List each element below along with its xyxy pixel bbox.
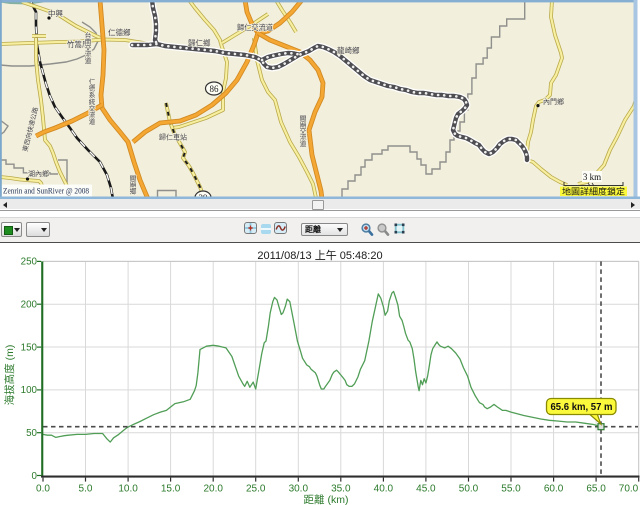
svg-text:交: 交 [85, 43, 92, 52]
svg-text:交: 交 [89, 103, 96, 112]
svg-text:55.0: 55.0 [501, 484, 521, 495]
svg-text:3 km: 3 km [583, 172, 601, 182]
svg-text:39: 39 [199, 193, 209, 199]
svg-text:台: 台 [85, 31, 92, 40]
svg-text:40.0: 40.0 [374, 484, 394, 495]
svg-text:200: 200 [21, 300, 38, 311]
svg-text:流: 流 [85, 50, 92, 59]
svg-text:歸仁車站: 歸仁車站 [159, 133, 187, 142]
svg-text:關: 關 [300, 115, 307, 123]
svg-text:內門鄉: 內門鄉 [543, 97, 564, 106]
svg-text:地圖詳細度鎖定: 地圖詳細度鎖定 [562, 186, 626, 196]
svg-text:廟: 廟 [300, 120, 307, 129]
svg-text:100: 100 [21, 385, 38, 396]
svg-text:德: 德 [89, 84, 96, 93]
svg-text:Zenrin and SunRiver @ 2008: Zenrin and SunRiver @ 2008 [3, 187, 89, 196]
svg-text:65.0: 65.0 [586, 484, 606, 495]
svg-text:30.0: 30.0 [289, 484, 309, 495]
svg-text:交: 交 [300, 126, 307, 135]
svg-text:60.0: 60.0 [544, 484, 564, 495]
svg-text:歸仁交流道: 歸仁交流道 [237, 23, 273, 32]
svg-text:0.0: 0.0 [36, 484, 50, 495]
svg-text:250: 250 [21, 257, 38, 268]
svg-text:道: 道 [89, 117, 96, 126]
svg-text:廟: 廟 [130, 180, 137, 189]
svg-text:歸仁鄉: 歸仁鄉 [188, 38, 211, 48]
svg-text:2011/08/13 上午 05:48:20: 2011/08/13 上午 05:48:20 [257, 249, 382, 262]
svg-text:道: 道 [85, 56, 92, 65]
svg-text:25.0: 25.0 [246, 484, 266, 495]
svg-text:5.0: 5.0 [79, 484, 93, 495]
svg-text:10.0: 10.0 [118, 484, 138, 495]
svg-text:流: 流 [89, 110, 96, 119]
svg-text:海拔高度 (m): 海拔高度 (m) [3, 345, 16, 406]
svg-text:86: 86 [210, 84, 220, 94]
svg-text:南: 南 [85, 37, 92, 46]
svg-text:65.6 km, 57 m: 65.6 km, 57 m [551, 402, 613, 413]
svg-text:距離 (km): 距離 (km) [304, 493, 349, 505]
svg-text:50.0: 50.0 [459, 484, 479, 495]
svg-text:35.0: 35.0 [331, 484, 351, 495]
svg-text:仁: 仁 [89, 77, 96, 86]
svg-text:150: 150 [21, 342, 38, 353]
svg-text:45.0: 45.0 [416, 484, 436, 495]
svg-text:竹篙厝: 竹篙厝 [67, 39, 90, 49]
svg-text:20.0: 20.0 [203, 484, 223, 495]
svg-text:龍崎鄉: 龍崎鄉 [337, 45, 360, 55]
svg-text:50: 50 [26, 428, 37, 439]
svg-text:鄉: 鄉 [130, 186, 137, 195]
svg-text:中興: 中興 [48, 8, 63, 18]
svg-text:15.0: 15.0 [161, 484, 181, 495]
svg-text:流: 流 [300, 133, 307, 142]
svg-text:0: 0 [32, 471, 38, 482]
svg-text:仁德鄉: 仁德鄉 [108, 27, 131, 37]
svg-text:湖內鄉: 湖內鄉 [28, 169, 49, 178]
svg-text:統: 統 [89, 97, 96, 106]
svg-text:道: 道 [300, 139, 307, 148]
svg-text:系: 系 [89, 90, 96, 99]
svg-text:關: 關 [130, 175, 137, 183]
svg-text:70.0: 70.0 [619, 484, 639, 495]
